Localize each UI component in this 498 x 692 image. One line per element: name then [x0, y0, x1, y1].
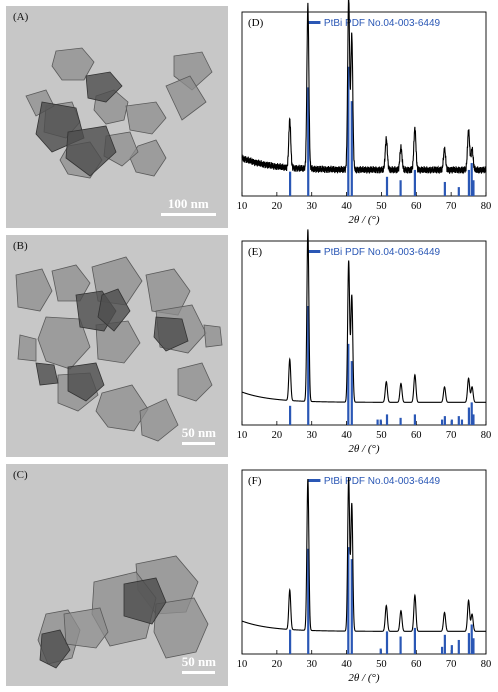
tem-image-a: (A) 100 nm — [6, 6, 228, 228]
scale-bar: 100 nm — [160, 196, 216, 216]
x-tick-label: 30 — [306, 430, 317, 441]
tem-particles — [37, 555, 209, 669]
xrd-chart-f: 10 20 30 40 50 60 70 80 (F) PtBi PDF No.04-003-64… — [236, 464, 494, 686]
x-tick-label: 20 — [272, 201, 283, 212]
x-axis-title: 2θ / (°) — [348, 443, 380, 455]
scale-bar-label: 50 nm — [181, 425, 216, 440]
x-tick-label: 50 — [376, 659, 387, 670]
legend-label: PtBi PDF No.04-003-6449 — [324, 247, 441, 258]
x-tick-label: 40 — [341, 659, 352, 670]
nanoparticle — [95, 320, 141, 364]
nanoparticle — [125, 101, 167, 135]
x-tick-label: 20 — [272, 430, 283, 441]
x-tick-label: 70 — [446, 201, 457, 212]
tem-image-c: (C) 50 nm — [6, 464, 228, 686]
x-tick-label: 10 — [237, 201, 248, 212]
panel-label: (B) — [13, 240, 28, 252]
nanoparticle-dense — [67, 362, 105, 402]
scale-bar-line — [182, 442, 216, 445]
x-tick-label: 80 — [481, 659, 492, 670]
nanoparticle — [145, 268, 191, 316]
x-tick-label: 60 — [411, 201, 422, 212]
x-tick-label: 80 — [481, 430, 492, 441]
nanoparticle — [177, 362, 213, 402]
xrd-chart-d: 10 20 30 40 50 60 70 80 (D) PtBi PDF No.04-003-64… — [236, 0, 494, 228]
x-tick-label: 50 — [376, 430, 387, 441]
nanoparticle-dense — [39, 629, 71, 669]
scale-bar-label: 50 nm — [181, 654, 216, 669]
xrd-trace — [241, 229, 486, 403]
scale-bar-label: 100 nm — [167, 196, 209, 211]
x-tick-label: 60 — [411, 659, 422, 670]
nanoparticle-dense — [35, 362, 59, 386]
panel-label: (C) — [13, 469, 28, 481]
x-tick-label: 40 — [341, 430, 352, 441]
x-tick-label: 20 — [272, 659, 283, 670]
plot-frame — [241, 11, 487, 197]
x-tick-label: 10 — [237, 659, 248, 670]
xrd-plot: 10 20 30 40 50 60 70 80 (D) PtBi PDF No.04-003-64… — [237, 0, 492, 226]
scale-bar-line — [182, 671, 216, 674]
x-tick-label: 30 — [306, 201, 317, 212]
panel-label: (D) — [248, 17, 264, 29]
x-tick-label: 80 — [481, 201, 492, 212]
panel-label: (A) — [13, 11, 29, 23]
nanoparticle — [153, 597, 209, 659]
x-tick-label: 70 — [446, 430, 457, 441]
nanoparticle — [51, 47, 95, 81]
xrd-trace — [241, 0, 487, 175]
nanoparticle-dense — [85, 71, 123, 103]
plot-frame — [241, 240, 487, 426]
panel-label: (F) — [248, 475, 262, 487]
x-tick-label: 30 — [306, 659, 317, 670]
x-tick-label: 60 — [411, 430, 422, 441]
tem-particles — [25, 47, 213, 179]
x-tick-label: 70 — [446, 659, 457, 670]
plot-frame — [241, 469, 487, 655]
x-axis-title: 2θ / (°) — [348, 214, 380, 226]
legend-label: PtBi PDF No.04-003-6449 — [324, 476, 441, 487]
nanoparticle — [203, 324, 223, 348]
tem-image-b: (B) 50 nm — [6, 235, 228, 457]
scale-bar: 50 nm — [182, 425, 216, 445]
nanoparticle — [139, 398, 179, 442]
nanoparticle — [15, 268, 53, 312]
nanoparticle — [17, 334, 37, 362]
x-tick-label: 10 — [237, 430, 248, 441]
panel-label: (E) — [248, 246, 262, 258]
legend-label: PtBi PDF No.04-003-6449 — [324, 18, 441, 29]
nanoparticle — [51, 264, 91, 302]
x-tick-label: 50 — [376, 201, 387, 212]
scale-bar: 50 nm — [182, 654, 216, 674]
x-axis-title: 2θ / (°) — [348, 672, 380, 684]
x-tick-label: 40 — [341, 201, 352, 212]
xrd-chart-e: 10 20 30 40 50 60 70 80 (E) PtBi PDF No.04-003-64… — [236, 229, 494, 457]
nanoparticle — [165, 75, 207, 121]
nanoparticle-dense — [97, 288, 131, 332]
xrd-plot: 10 20 30 40 50 60 70 80 (F) PtBi PDF No.04-003-64… — [237, 469, 492, 684]
scale-bar-line — [160, 213, 216, 216]
xrd-plot: 10 20 30 40 50 60 70 80 (E) PtBi PDF No.04-003-64… — [237, 229, 492, 455]
tem-particles — [15, 256, 223, 442]
nanoparticle — [63, 607, 109, 649]
nanoparticle-dense — [153, 316, 189, 352]
nanoparticle — [95, 384, 149, 432]
nanoparticle-dense — [65, 125, 117, 177]
nanoparticle-dense — [123, 577, 167, 625]
xrd-trace — [241, 477, 486, 632]
